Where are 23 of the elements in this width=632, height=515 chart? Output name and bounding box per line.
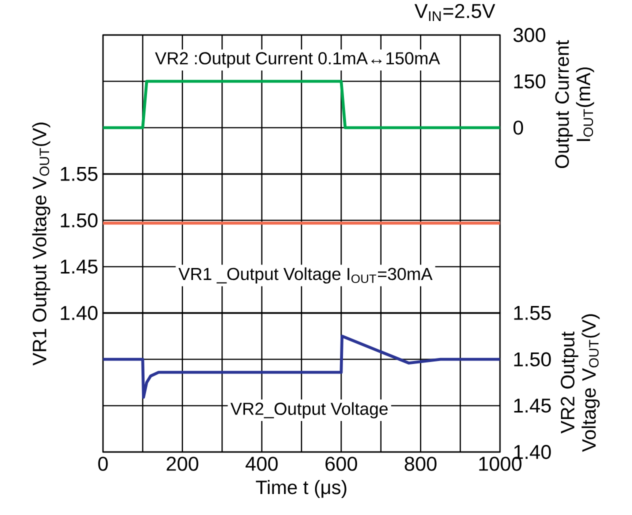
x-tick-label: 200 <box>166 456 198 471</box>
x-tick-label: 0 <box>98 456 108 471</box>
line-series <box>102 334 502 399</box>
y2-tick-label: 1.55 <box>514 306 551 320</box>
y2-tick-label: 300 <box>513 28 546 42</box>
annotation: VR2 :Output Current 0.1mA↔150mA <box>155 52 440 68</box>
x-axis-title: Time t (μs) <box>256 480 346 498</box>
y-tick-label: 1.45 <box>60 260 98 274</box>
y-tick-label: 1.50 <box>60 213 98 228</box>
y2-tick-label: 1.45 <box>514 398 551 413</box>
y2-tick-label: 1.50 <box>514 352 551 366</box>
x-tick-label: 400 <box>246 456 278 471</box>
x-tick-label: 800 <box>404 456 436 471</box>
y-axis-title: VR1 Output Voltage V$_{OUT}$(V) <box>32 122 50 366</box>
annotation: VR1 _Output Voltage I$_{OUT}$=30mA <box>178 267 433 284</box>
x-tick-label: 600 <box>326 456 358 471</box>
y2-tick-label: 0 <box>513 120 524 135</box>
chart-title: V$_{IN}$=2.5V <box>414 4 496 21</box>
y2-tick-label: 150 <box>514 74 546 88</box>
y-tick-label: 1.40 <box>60 306 98 320</box>
y2-axis-title: Output Current I$_{OUT}$(mA) <box>555 40 594 168</box>
annotation: VR2_Output Voltage <box>230 402 388 418</box>
y-tick-label: 1.55 <box>60 167 98 181</box>
